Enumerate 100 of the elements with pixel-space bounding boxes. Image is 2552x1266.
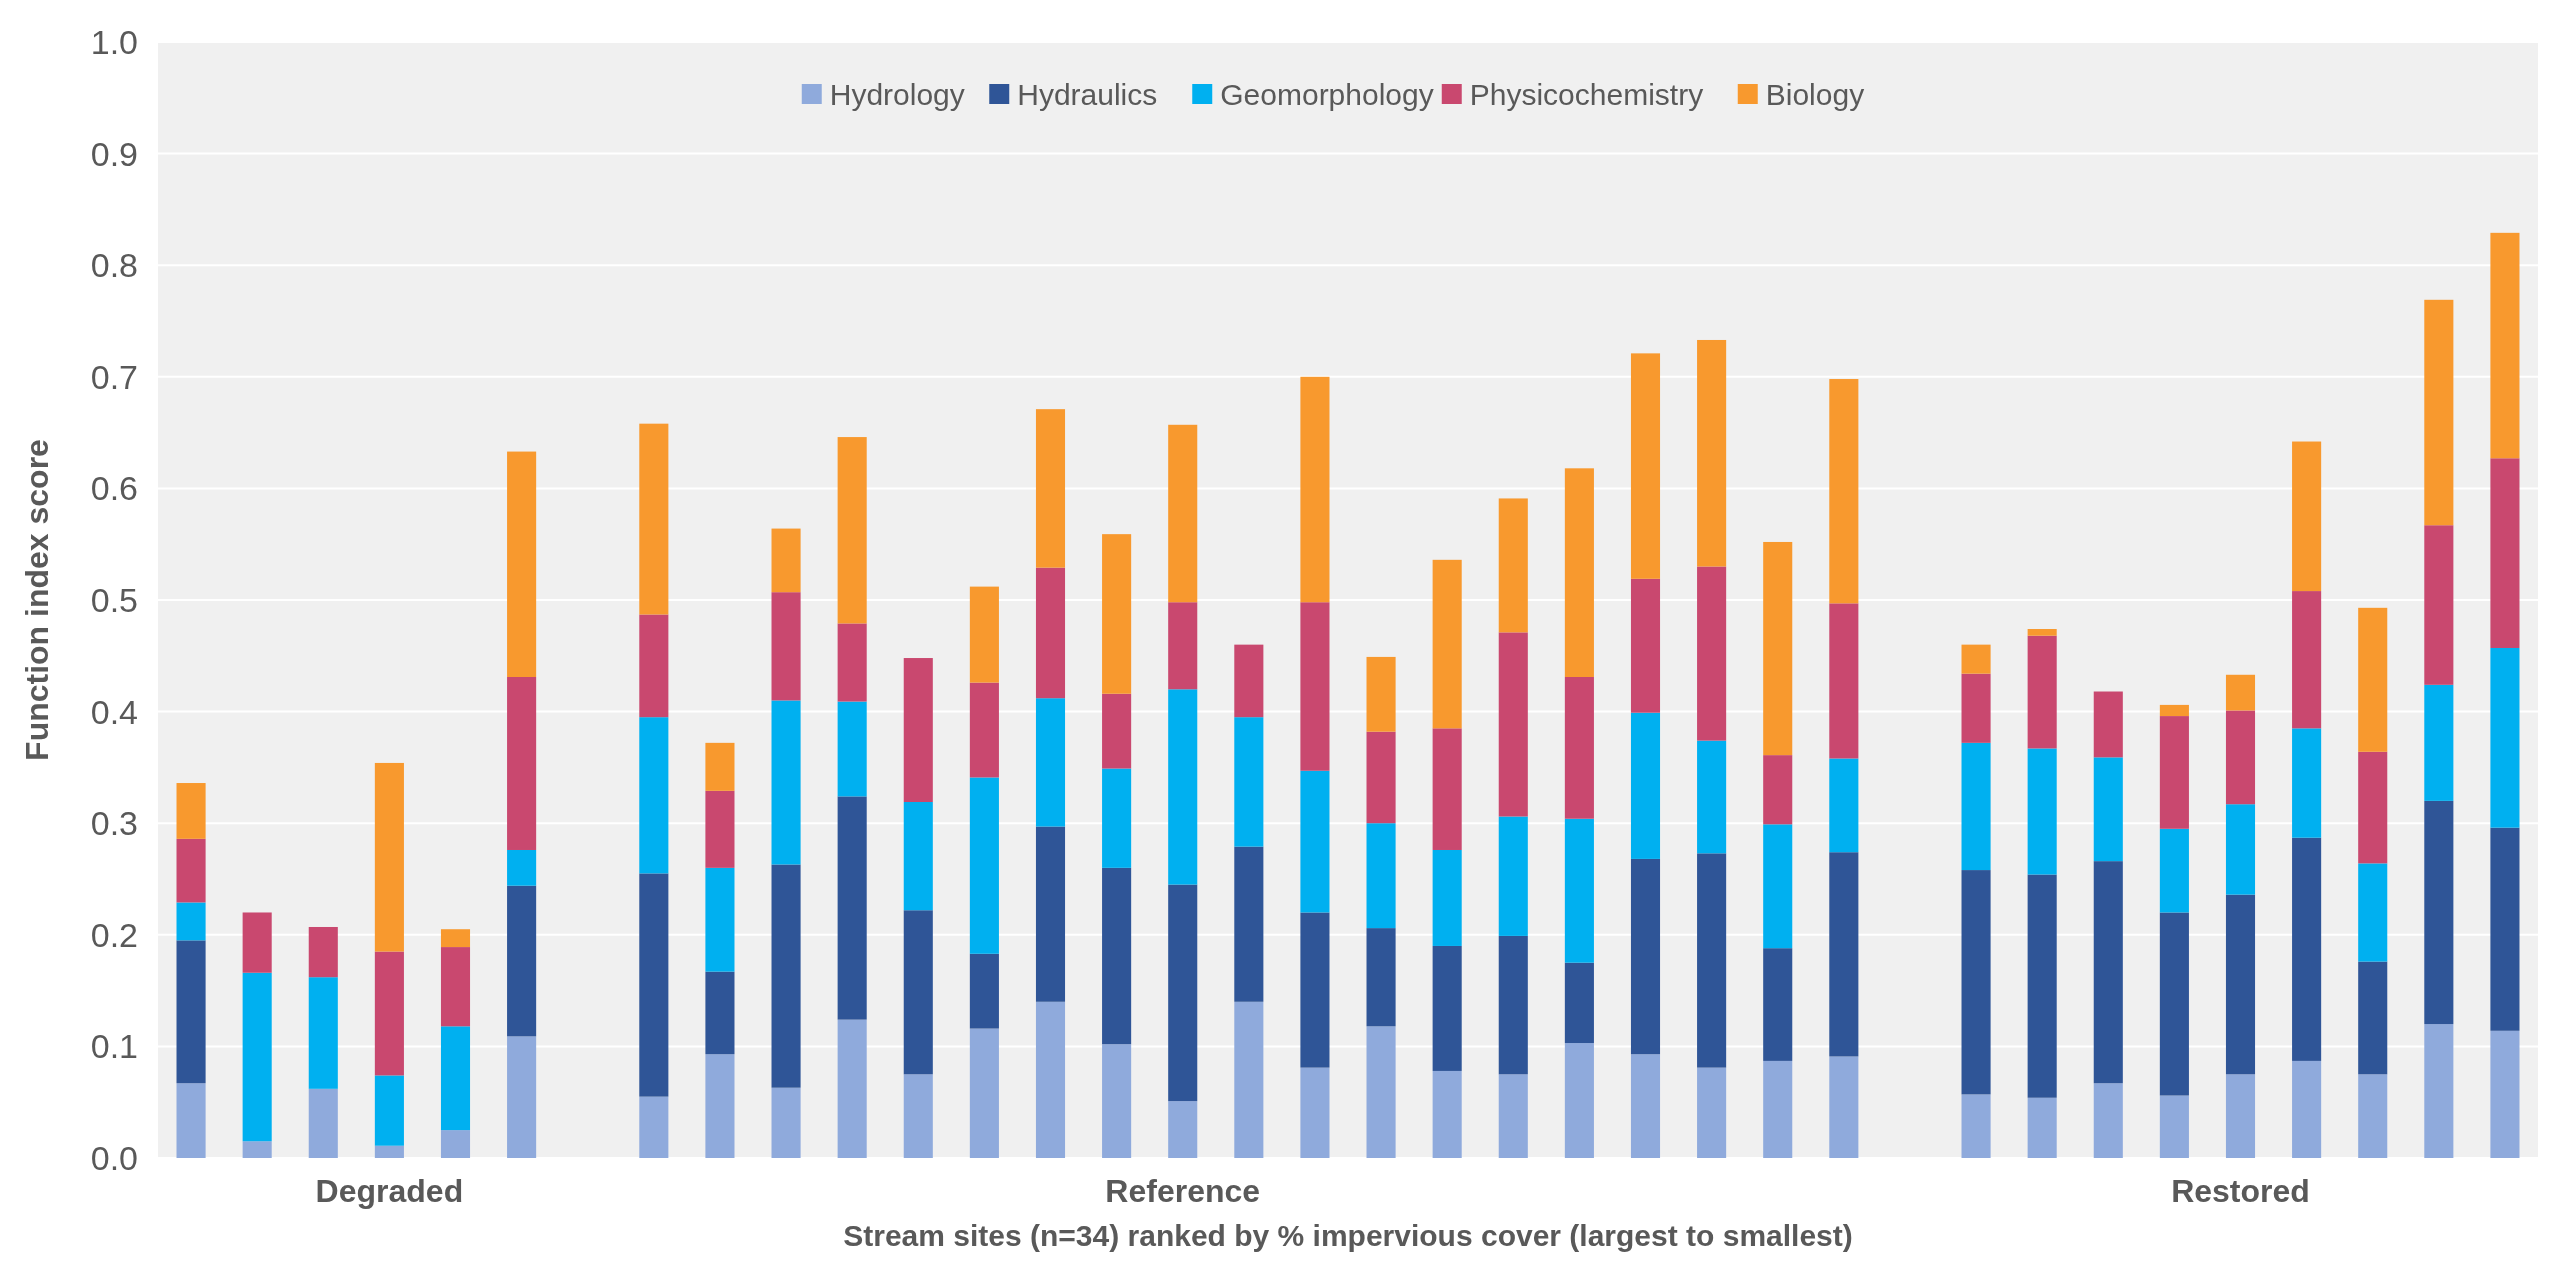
bar (2292, 591, 2322, 729)
bar (1300, 912, 1330, 1068)
bar (507, 885, 537, 1037)
bar (1102, 534, 1132, 694)
bar (242, 1141, 272, 1158)
y-tick-label: 0.8 (90, 246, 138, 285)
legend-label: Hydrology (829, 77, 965, 111)
bar (771, 1087, 801, 1158)
bar (1234, 644, 1264, 718)
bar (2490, 1030, 2520, 1158)
bar (176, 783, 206, 839)
bar (1432, 559, 1462, 729)
bar (2292, 441, 2322, 592)
bar (176, 1083, 206, 1158)
bar (1763, 948, 1793, 1061)
bar (1102, 693, 1132, 769)
bar (1564, 818, 1594, 963)
bar (1564, 468, 1594, 677)
bar (2424, 800, 2454, 1025)
bar (1630, 712, 1661, 859)
y-tick-label: 0.5 (90, 580, 138, 619)
bar (1300, 1067, 1330, 1158)
bar (705, 867, 735, 972)
bar (1697, 339, 1727, 567)
bar (1961, 870, 1991, 1095)
bar (639, 614, 669, 718)
bar (1300, 376, 1330, 603)
bar (2027, 1097, 2057, 1158)
bar (1829, 379, 1859, 604)
bar (1234, 1001, 1264, 1158)
bar (2159, 828, 2189, 913)
bar (837, 623, 867, 702)
y-tick-label: 0.7 (90, 357, 138, 396)
bar (837, 1019, 867, 1158)
bar (1498, 498, 1528, 633)
bar (2225, 894, 2256, 1075)
bar (242, 972, 272, 1142)
bar (1498, 632, 1528, 817)
bar (1630, 1054, 1661, 1158)
bar (2424, 684, 2454, 801)
bar (837, 437, 867, 624)
bar (1961, 1094, 1991, 1158)
bar (2490, 827, 2520, 1031)
bar (1366, 1026, 1396, 1158)
bar (2358, 607, 2388, 752)
bar (1432, 728, 1462, 850)
bar (2292, 728, 2322, 838)
bar (440, 1130, 471, 1158)
bar (639, 1096, 669, 1158)
bar (771, 528, 801, 593)
bar (2027, 629, 2057, 636)
y-tick-label: 0.1 (90, 1027, 138, 1066)
legend-label: Physicochemistry (1469, 77, 1704, 111)
bar (1168, 1101, 1198, 1158)
bar (2159, 1095, 2189, 1158)
bar (903, 802, 933, 911)
bar (374, 1145, 404, 1158)
bar (969, 682, 999, 778)
bar (1630, 858, 1661, 1055)
bar (837, 701, 867, 797)
bar (1961, 742, 1991, 871)
bar (1630, 578, 1661, 713)
bar (1763, 824, 1793, 949)
y-tick-label: 0.3 (90, 804, 138, 843)
y-tick-label: 0.6 (90, 469, 138, 508)
bar (771, 700, 801, 865)
bar (2225, 674, 2256, 711)
bar (1961, 644, 1991, 674)
bar (1697, 1067, 1727, 1158)
bar (1829, 852, 1859, 1057)
y-tick-label: 0.0 (90, 1138, 138, 1177)
bar (705, 1054, 735, 1158)
bar (1102, 867, 1132, 1045)
bar (2225, 710, 2256, 805)
bar (440, 947, 471, 1027)
bar (2292, 837, 2322, 1061)
bar (969, 586, 999, 683)
bar (1498, 1074, 1528, 1158)
bar (1564, 962, 1594, 1044)
bar (639, 873, 669, 1097)
bar (440, 929, 471, 948)
bar (507, 849, 537, 886)
bar (308, 977, 338, 1089)
y-tick-label: 0.4 (90, 692, 138, 731)
bar (1102, 768, 1132, 868)
bar (308, 926, 338, 978)
x-tick-label: Reference (1105, 1173, 1261, 1209)
bar (2093, 861, 2123, 1084)
bar (1168, 689, 1198, 885)
bar (2358, 863, 2388, 962)
y-tick-label: 0.2 (90, 915, 138, 954)
bar (1432, 1070, 1462, 1158)
bar (1168, 602, 1198, 690)
bar (2027, 748, 2057, 875)
bar (2490, 232, 2520, 459)
bar (1829, 758, 1859, 853)
bar (1102, 1044, 1132, 1158)
x-tick-label: Degraded (315, 1173, 464, 1209)
bar (1234, 846, 1264, 1002)
bar (705, 971, 735, 1055)
